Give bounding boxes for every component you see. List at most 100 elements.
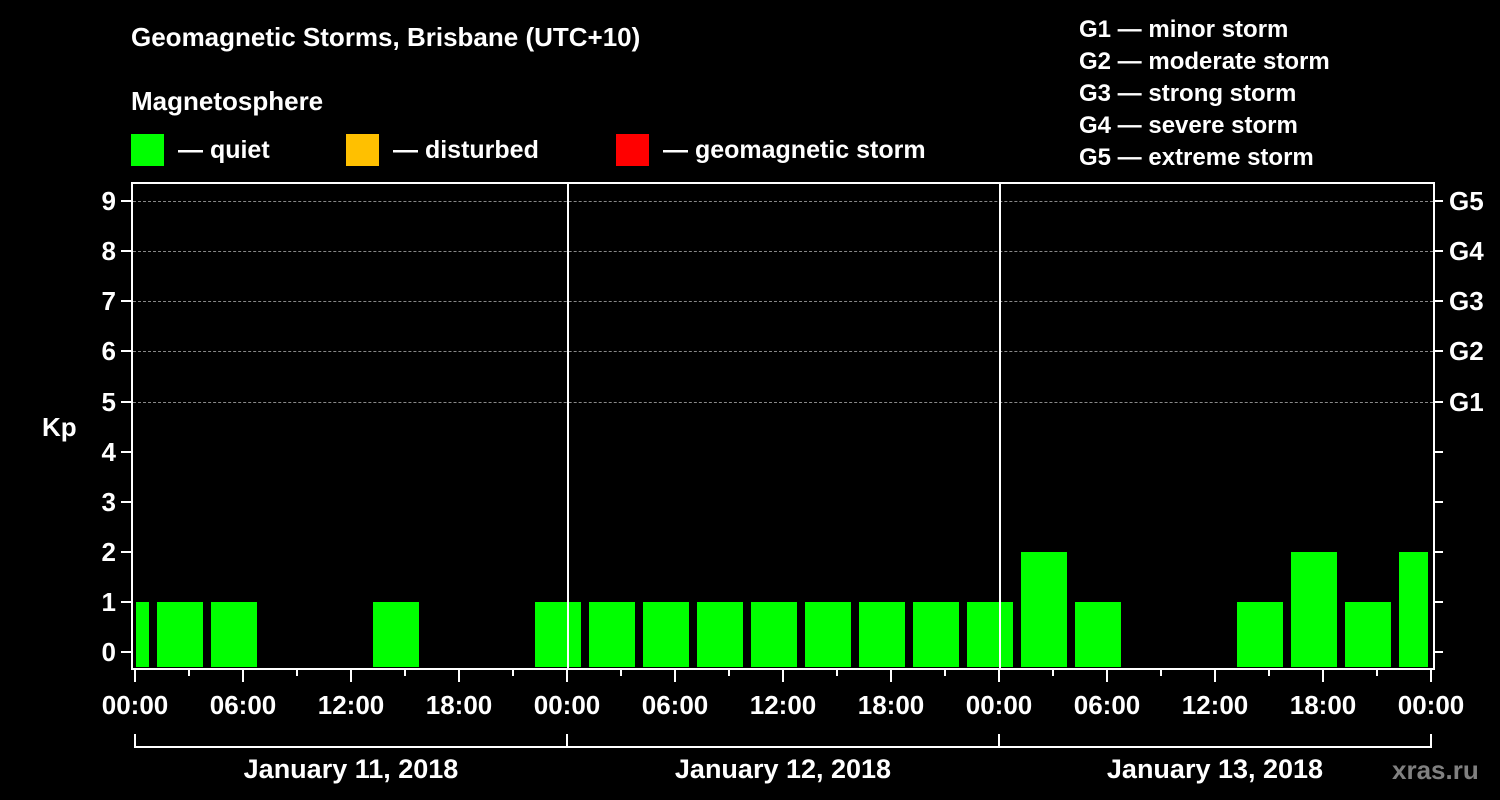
x-tick-label: 18:00 <box>1289 690 1357 720</box>
credit: xras.ru <box>1392 755 1479 785</box>
x-tick-label: 12:00 <box>317 690 385 720</box>
x-tick <box>134 668 136 682</box>
y-tick-label: 1 <box>101 587 116 617</box>
x-tick-label: 00:00 <box>965 690 1033 720</box>
y-tick <box>121 350 131 352</box>
y-tick <box>121 651 131 653</box>
kp-bar <box>751 602 797 667</box>
y-tick <box>121 501 131 503</box>
y-tick-label: 5 <box>101 387 116 417</box>
x-tick <box>1322 668 1324 682</box>
y-axis-label: Kp <box>42 412 77 442</box>
legend-disturbed: — disturbed <box>346 134 539 166</box>
x-tick-label: 00:00 <box>1397 690 1465 720</box>
x-tick <box>1106 668 1108 682</box>
x-tick <box>1430 668 1432 682</box>
y-tick-right <box>1433 200 1443 202</box>
y-tick-right <box>1433 401 1443 403</box>
x-tick <box>944 668 946 676</box>
kp-bar <box>913 602 959 667</box>
legend-storm-label: — geomagnetic storm <box>663 135 926 164</box>
x-tick <box>728 668 730 676</box>
y-tick-right <box>1433 651 1443 653</box>
y-tick-label: 4 <box>101 437 116 467</box>
y-tick <box>121 300 131 302</box>
x-tick-label: 06:00 <box>641 690 709 720</box>
grid-line <box>133 251 1433 252</box>
g4-desc: G4 — severe storm <box>1079 112 1298 139</box>
x-tick-label: 18:00 <box>425 690 493 720</box>
x-tick <box>674 668 676 682</box>
x-tick-label: 06:00 <box>1073 690 1141 720</box>
storm-swatch-icon <box>616 134 649 166</box>
legend-storm: — geomagnetic storm <box>616 134 926 166</box>
day-separator <box>999 182 1001 668</box>
x-tick <box>188 668 190 676</box>
y-tick <box>121 250 131 252</box>
grid-line <box>133 351 1433 352</box>
kp-bar <box>1237 602 1283 667</box>
x-tick <box>296 668 298 676</box>
kp-bar <box>589 602 635 667</box>
y-tick <box>121 401 131 403</box>
x-tick <box>512 668 514 676</box>
x-tick-label: 00:00 <box>101 690 169 720</box>
x-tick <box>1052 668 1054 676</box>
plot-frame <box>131 182 1435 670</box>
y-tick-label: 6 <box>101 336 116 366</box>
kp-bar <box>373 602 419 667</box>
g-level-label: G2 <box>1449 336 1484 366</box>
legend-quiet-label: — quiet <box>178 135 270 164</box>
day-label: January 13, 2018 <box>1106 754 1324 784</box>
chart-title: Geomagnetic Storms, Brisbane (UTC+10) <box>131 22 641 52</box>
g5-desc: G5 — extreme storm <box>1079 144 1314 171</box>
kp-bar <box>805 602 851 667</box>
y-tick <box>121 601 131 603</box>
x-tick-label: 06:00 <box>209 690 277 720</box>
g-level-label: G4 <box>1449 236 1484 266</box>
x-tick <box>620 668 622 676</box>
kp-bar <box>859 602 905 667</box>
y-tick-right <box>1433 451 1443 453</box>
x-tick <box>1376 668 1378 676</box>
kp-bar <box>967 602 1013 667</box>
g3-desc: G3 — strong storm <box>1079 80 1297 107</box>
day-label: January 12, 2018 <box>674 754 892 784</box>
kp-bar <box>1345 602 1391 667</box>
legend-quiet: — quiet <box>131 134 270 166</box>
x-tick <box>998 668 1000 682</box>
day-bracket <box>134 734 568 748</box>
kp-bar <box>1399 552 1428 667</box>
g1-desc: G1 — minor storm <box>1079 16 1289 43</box>
day-bracket <box>566 734 1000 748</box>
y-tick-right <box>1433 250 1443 252</box>
legend-disturbed-label: — disturbed <box>393 135 539 164</box>
g2-desc: G2 — moderate storm <box>1079 48 1330 75</box>
kp-bar <box>1291 552 1337 667</box>
x-tick <box>1214 668 1216 682</box>
grid-line <box>133 402 1433 403</box>
y-tick-label: 3 <box>101 487 116 517</box>
x-tick <box>836 668 838 676</box>
grid-line <box>133 301 1433 302</box>
x-tick <box>458 668 460 682</box>
y-tick-label: 7 <box>101 286 116 316</box>
y-tick-label: 9 <box>101 186 116 216</box>
y-tick-right <box>1433 601 1443 603</box>
x-tick <box>404 668 406 676</box>
x-tick <box>890 668 892 682</box>
x-tick <box>782 668 784 682</box>
kp-bar <box>697 602 743 667</box>
x-tick-label: 00:00 <box>533 690 601 720</box>
kp-bar <box>157 602 203 667</box>
y-tick <box>121 200 131 202</box>
disturbed-swatch-icon <box>346 134 379 166</box>
day-separator <box>567 182 569 668</box>
day-bracket <box>998 734 1432 748</box>
y-tick-label: 2 <box>101 537 116 567</box>
kp-bar <box>136 602 149 667</box>
kp-bar <box>535 602 581 667</box>
g-level-label: G3 <box>1449 286 1484 316</box>
x-tick <box>566 668 568 682</box>
x-tick-label: 12:00 <box>1181 690 1249 720</box>
